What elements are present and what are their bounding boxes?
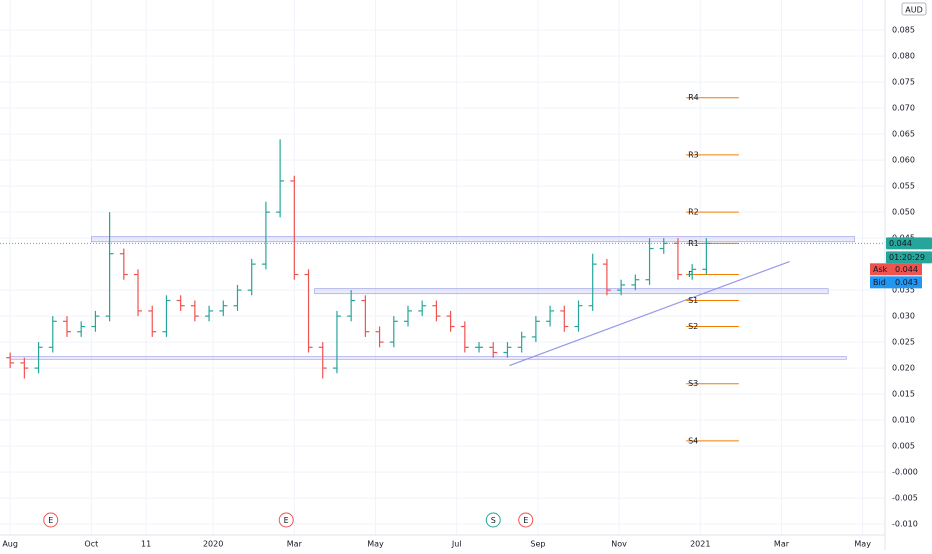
x-tick-label: May: [854, 540, 871, 549]
ask-value-bg: [892, 263, 922, 276]
event-marker: [485, 512, 501, 528]
x-tick-label: Jul: [451, 540, 462, 549]
last-price-bg: [886, 237, 932, 250]
bid-label-bg: [870, 276, 892, 289]
currency: AUD: [905, 6, 923, 15]
y-tick-label: -0.010: [892, 520, 918, 529]
y-tick-label: 0.010: [892, 416, 915, 425]
y-tick-label: 0.085: [892, 26, 915, 35]
pivot-label: S1: [688, 296, 698, 305]
y-tick-label: 0.055: [892, 182, 915, 191]
bid-value-bg: [892, 276, 922, 289]
pivot-label: S4: [688, 436, 698, 445]
y-tick-label: 0.015: [892, 390, 915, 399]
pivot-label: R2: [688, 208, 699, 217]
y-tick-label: 0.065: [892, 130, 915, 139]
ask-label: Ask: [873, 265, 888, 274]
x-tick-label: 2020: [203, 540, 223, 549]
x-tick-label: Mar: [287, 540, 303, 549]
event-label: E: [48, 516, 53, 525]
event-label: E: [284, 516, 289, 525]
currency-box: [901, 2, 927, 16]
ask-value: 0.044: [895, 265, 918, 274]
y-tick-label: 0.075: [892, 78, 915, 87]
bid-value: 0.043: [895, 278, 918, 287]
x-tick-label: Nov: [611, 540, 627, 549]
zone: [9, 356, 847, 360]
last-price-tag: 0.044: [889, 239, 912, 248]
event-marker: [278, 512, 294, 528]
y-tick-label: 0.035: [892, 286, 915, 295]
y-tick-label: 0.030: [892, 312, 915, 321]
x-tick-label: May: [367, 540, 384, 549]
y-tick-label: 0.060: [892, 156, 915, 165]
y-tick-label: 0.070: [892, 104, 915, 113]
pivot-label: R4: [688, 93, 699, 102]
ask-label-bg: [870, 263, 892, 276]
x-tick-label: Aug: [2, 540, 18, 549]
event-label: S: [491, 516, 496, 525]
y-tick-label: -0.000: [892, 468, 918, 477]
x-tick-label: Oct: [84, 540, 98, 549]
event-marker: [43, 512, 59, 528]
y-tick-label: 0.080: [892, 52, 915, 61]
y-tick-label: 0.005: [892, 442, 915, 451]
x-tick-label: 11: [141, 540, 151, 549]
y-tick-label: -0.005: [892, 494, 918, 503]
countdown: 01:20:29: [889, 253, 925, 262]
x-tick-label: Mar: [774, 540, 790, 549]
zone: [91, 236, 855, 243]
pivot-label: R3: [688, 150, 699, 159]
zone: [314, 288, 829, 295]
bid-label: Bid: [873, 278, 886, 287]
pivot-label: S2: [688, 322, 698, 331]
y-tick-label: 0.050: [892, 208, 915, 217]
pivot-label: S3: [688, 379, 698, 388]
countdown-bg: [886, 251, 932, 264]
trendline: [509, 260, 790, 367]
x-tick-label: 2021: [690, 540, 710, 549]
y-tick-label: 0.020: [892, 364, 915, 373]
x-tick-label: Sep: [530, 540, 545, 549]
y-tick-label: 0.025: [892, 338, 915, 347]
event-label: E: [523, 516, 528, 525]
event-marker: [518, 512, 534, 528]
